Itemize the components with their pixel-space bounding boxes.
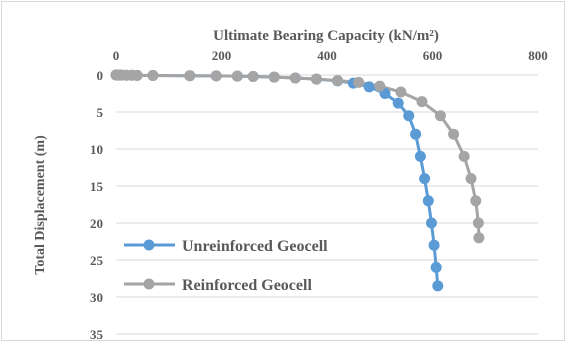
series-1-point-12	[289, 72, 301, 84]
series-1-point-22	[465, 173, 477, 185]
series-1-point-16	[374, 80, 386, 92]
series-1-point-5	[131, 69, 143, 81]
series-1-point-18	[416, 96, 428, 108]
series-1-point-13	[310, 73, 322, 85]
series-1-point-24	[472, 217, 484, 229]
x-tick-600: 600	[423, 48, 443, 63]
y-tick-30: 30	[90, 290, 103, 305]
legend-label-1: Reinforced Geocell	[182, 277, 312, 294]
series-0-point-21	[414, 150, 426, 162]
series-1-point-14	[332, 75, 344, 87]
series-0-point-20	[410, 128, 422, 140]
x-tick-200: 200	[212, 48, 232, 63]
series-1-point-10	[247, 70, 259, 82]
x-tick-labels: 0 200 400 600 800	[113, 48, 548, 63]
series-0-point-24	[425, 217, 437, 229]
x-tick-0: 0	[113, 48, 120, 63]
series-1-point-8	[210, 70, 222, 82]
y-tick-5: 5	[97, 105, 104, 120]
series-1-point-11	[268, 71, 280, 83]
series-1-point-20	[448, 128, 460, 140]
legend: Unreinforced Geocell Reinforced Geocell	[124, 238, 328, 294]
series-0-point-27	[432, 280, 444, 292]
series-0-point-23	[422, 195, 434, 207]
y-tick-25: 25	[90, 253, 104, 268]
y-tick-35: 35	[90, 327, 104, 342]
series-1-point-6	[147, 70, 159, 82]
legend-marker-0	[143, 239, 155, 251]
x-tick-800: 800	[528, 48, 548, 63]
x-tick-400: 400	[317, 48, 337, 63]
series-0-point-22	[419, 173, 431, 185]
series-0-point-18	[392, 97, 404, 109]
series-0-point-26	[430, 261, 442, 273]
legend-marker-1	[143, 278, 155, 290]
series-1-point-25	[473, 232, 485, 244]
series-group	[110, 69, 485, 292]
series-1-point-19	[434, 110, 446, 122]
y-axis-title: Total Displacement (m)	[33, 135, 48, 275]
series-0-point-16	[363, 81, 375, 93]
y-tick-10: 10	[90, 142, 103, 157]
legend-label-0: Unreinforced Geocell	[182, 238, 328, 255]
series-1-point-9	[231, 70, 243, 82]
y-tick-0: 0	[97, 68, 104, 83]
series-1-point-23	[470, 195, 482, 207]
series-1-point-15	[353, 76, 365, 88]
series-1-point-17	[395, 86, 407, 98]
series-0-point-25	[428, 239, 440, 251]
y-tick-15: 15	[90, 179, 104, 194]
y-tick-20: 20	[90, 216, 103, 231]
series-0-point-19	[403, 110, 415, 122]
y-tick-labels: 0 5 10 15 20 25 30 35	[90, 68, 104, 342]
series-1-point-21	[458, 150, 470, 162]
x-axis-title: Ultimate Bearing Capacity (kN/m²)	[213, 28, 439, 44]
series-1-point-7	[184, 70, 196, 82]
